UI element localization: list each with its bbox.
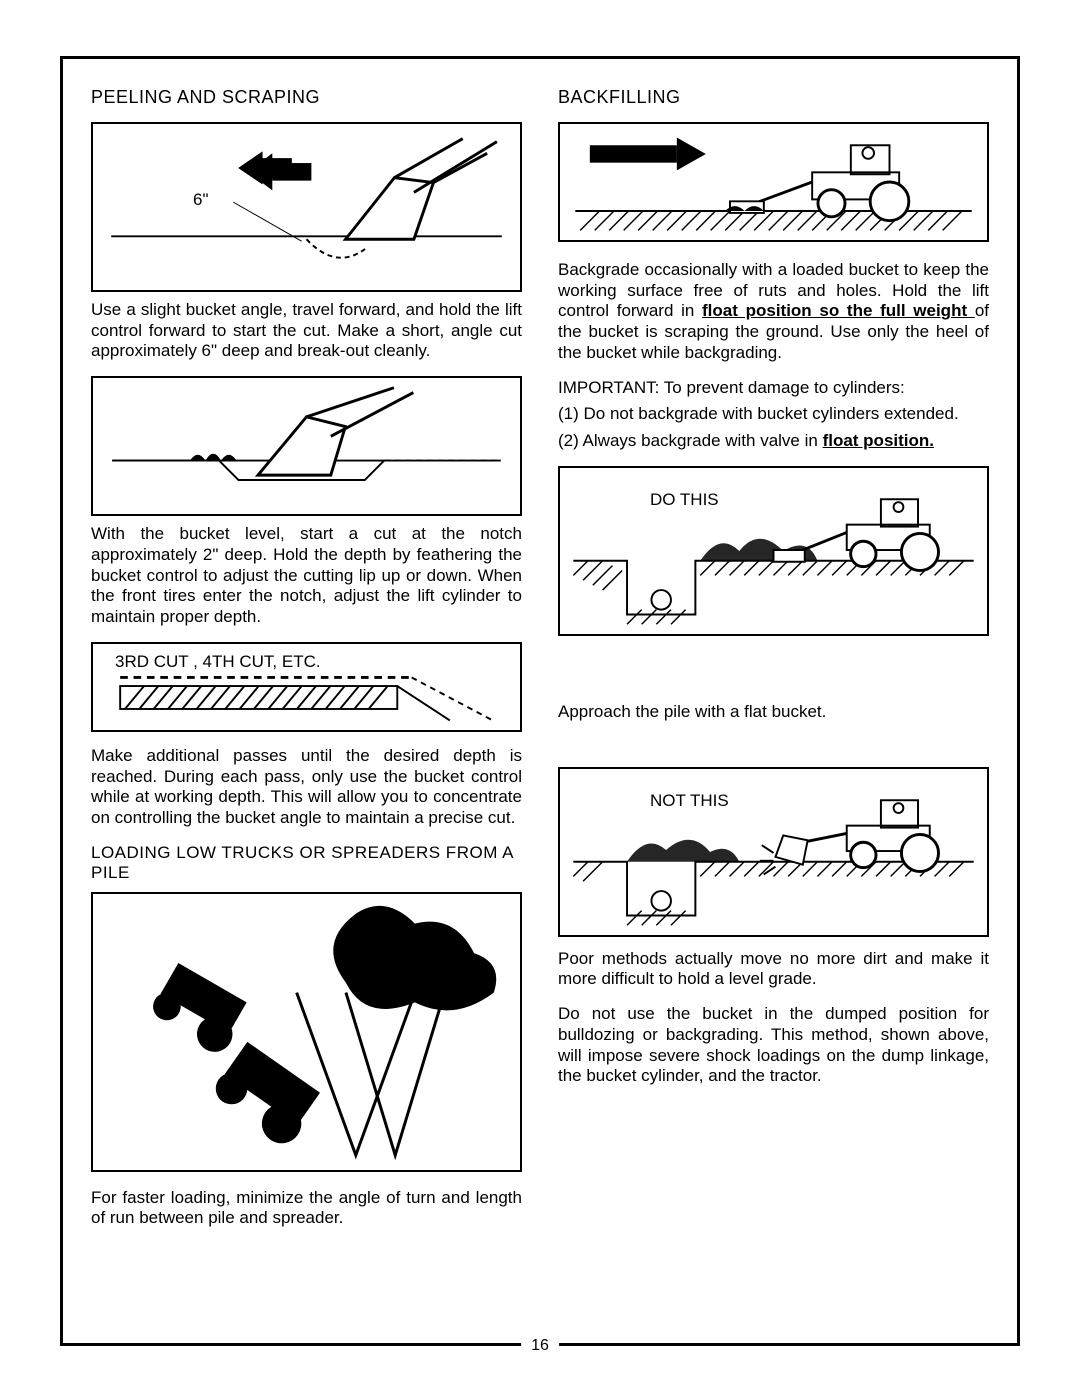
figure-third-cut: 3RD CUT , 4TH CUT, ETC. [91,642,522,732]
loading-illustration [93,894,520,1170]
figure-label-do-this: DO THIS [650,490,719,510]
para-do-not-dump: Do not use the bucket in the dumped posi… [558,1004,989,1087]
right-column: BACKFILLING [558,87,989,1323]
figure-label-6in: 6" [193,190,209,210]
figure-backgrade [558,122,989,242]
backgrade-illustration [560,124,987,240]
do-this-illustration [560,468,987,634]
figure-label-not-this: NOT THIS [650,791,729,811]
figure-do-this: DO THIS [558,466,989,636]
text-run: (2) Always backgrade with valve in [558,431,823,450]
para-approach: Approach the pile with a flat bucket. [558,702,989,723]
para-poor-methods: Poor methods actually move no more dirt … [558,949,989,990]
important-line: IMPORTANT: To prevent damage to cylinder… [558,378,989,399]
figure-peeling-2 [91,376,522,516]
heading-backfilling: BACKFILLING [558,87,989,108]
content-frame: PEELING AND SCRAPING [60,56,1020,1346]
figure-not-this: NOT THIS [558,767,989,937]
not-this-illustration [560,769,987,935]
figure-loading-trucks [91,892,522,1172]
page: PEELING AND SCRAPING [0,0,1080,1397]
page-number: 16 [521,1337,559,1355]
para-backgrade-1: Backgrade occasionally with a loaded buc… [558,260,989,364]
figure-peeling-1: 6" [91,122,522,292]
text-emphasis: float position so the full weight [702,301,975,320]
para-peeling-3: Make additional passes until the desired… [91,746,522,829]
heading-peeling: PEELING AND SCRAPING [91,87,522,108]
text-emphasis: float position. [823,431,934,450]
figure-label-3rd-cut: 3RD CUT , 4TH CUT, ETC. [115,652,321,672]
para-loading: For faster loading, minimize the angle o… [91,1188,522,1229]
para-peeling-2: With the bucket level, start a cut at th… [91,524,522,628]
heading-loading: LOADING LOW TRUCKS OR SPREADERS FROM A P… [91,843,522,884]
important-2: (2) Always backgrade with valve in float… [558,431,989,452]
para-peeling-1: Use a slight bucket angle, travel forwar… [91,300,522,362]
bucket-level-illustration [93,378,520,514]
two-column-layout: PEELING AND SCRAPING [91,87,989,1323]
important-1: (1) Do not backgrade with bucket cylinde… [558,404,989,425]
left-column: PEELING AND SCRAPING [91,87,522,1323]
bucket-angle-illustration [93,124,520,290]
